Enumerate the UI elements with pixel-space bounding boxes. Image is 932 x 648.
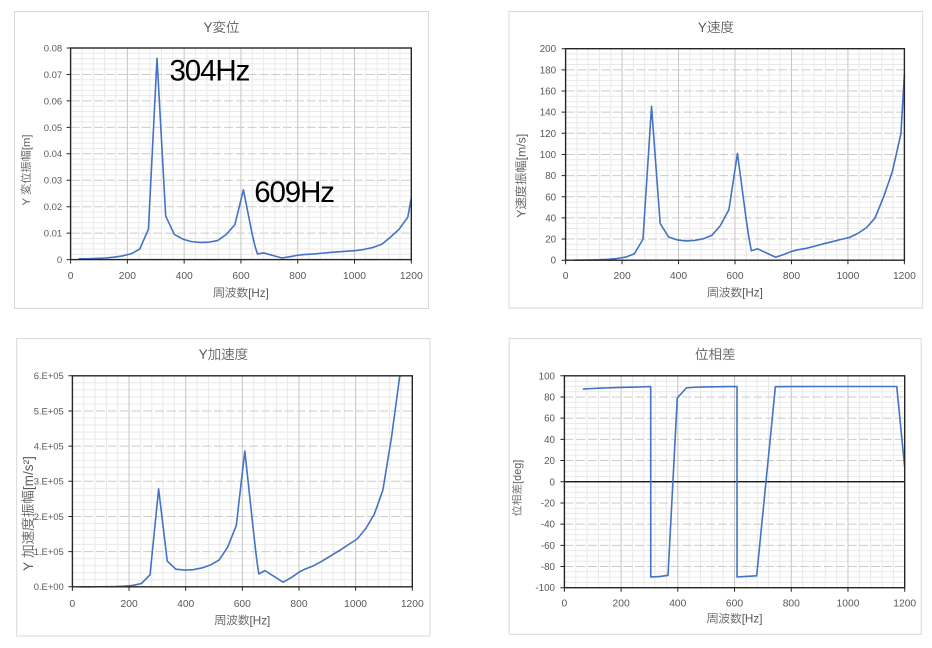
svg-text:200: 200 xyxy=(613,598,630,609)
svg-text:[Hz]: [Hz] xyxy=(250,614,271,627)
svg-text:Y: Y xyxy=(204,20,213,35)
svg-text:0: 0 xyxy=(57,255,62,266)
svg-text:3.E+05: 3.E+05 xyxy=(34,476,64,487)
svg-text:Y: Y xyxy=(514,210,528,218)
svg-text:400: 400 xyxy=(670,271,687,282)
svg-text:0.03: 0.03 xyxy=(44,176,63,187)
svg-text:[m]: [m] xyxy=(21,135,33,151)
svg-text:[Hz]: [Hz] xyxy=(248,287,269,300)
svg-text:0: 0 xyxy=(70,599,76,610)
svg-text:400: 400 xyxy=(669,598,686,609)
svg-text:2.E+05: 2.E+05 xyxy=(34,511,64,522)
svg-text:120: 120 xyxy=(540,129,557,140)
svg-text:400: 400 xyxy=(177,599,194,610)
svg-text:100: 100 xyxy=(539,371,556,382)
svg-text:200: 200 xyxy=(614,271,631,282)
svg-text:0.06: 0.06 xyxy=(44,96,63,107)
svg-text:[Hz]: [Hz] xyxy=(742,613,763,626)
svg-text:6.E+05: 6.E+05 xyxy=(34,370,64,381)
svg-text:Y: Y xyxy=(698,20,707,35)
svg-text:80: 80 xyxy=(545,171,556,182)
svg-text:40: 40 xyxy=(545,213,556,224)
svg-text:1000: 1000 xyxy=(344,599,367,610)
svg-text:160: 160 xyxy=(540,87,557,98)
svg-text:60: 60 xyxy=(545,192,556,203)
svg-text:140: 140 xyxy=(540,108,557,119)
svg-text:0.E+00: 0.E+00 xyxy=(34,581,64,592)
svg-text:0: 0 xyxy=(551,256,557,267)
svg-text:Y: Y xyxy=(199,347,208,362)
svg-text:800: 800 xyxy=(290,599,307,610)
svg-text:304Hz: 304Hz xyxy=(170,55,250,88)
svg-text:[m/s²]: [m/s²] xyxy=(21,456,36,490)
svg-text:40: 40 xyxy=(544,435,555,446)
svg-text:1.E+05: 1.E+05 xyxy=(34,546,64,557)
svg-text:20: 20 xyxy=(544,456,555,467)
svg-text:0.04: 0.04 xyxy=(44,149,63,160)
svg-text:609Hz: 609Hz xyxy=(254,176,334,209)
svg-text:600: 600 xyxy=(232,271,249,282)
svg-text:-60: -60 xyxy=(541,541,556,552)
svg-text:[deg]: [deg] xyxy=(512,460,524,484)
svg-text:[Hz]: [Hz] xyxy=(742,287,763,300)
svg-text:200: 200 xyxy=(119,271,136,282)
svg-text:Y: Y xyxy=(21,198,33,206)
svg-text:1200: 1200 xyxy=(400,271,423,282)
svg-text:60: 60 xyxy=(544,414,555,425)
svg-text:400: 400 xyxy=(176,271,193,282)
svg-text:800: 800 xyxy=(783,271,800,282)
svg-text:0.05: 0.05 xyxy=(44,123,63,134)
svg-text:600: 600 xyxy=(726,271,743,282)
svg-text:1000: 1000 xyxy=(343,271,366,282)
svg-text:5.E+05: 5.E+05 xyxy=(34,405,64,416)
svg-text:4.E+05: 4.E+05 xyxy=(34,441,64,452)
svg-text:Y: Y xyxy=(21,562,36,571)
svg-text:100: 100 xyxy=(540,150,557,161)
svg-text:1000: 1000 xyxy=(837,598,860,609)
svg-text:600: 600 xyxy=(234,599,251,610)
svg-text:800: 800 xyxy=(783,598,800,609)
svg-text:0: 0 xyxy=(68,271,74,282)
svg-text:-100: -100 xyxy=(535,583,555,594)
svg-text:-20: -20 xyxy=(541,499,556,510)
svg-text:800: 800 xyxy=(289,271,306,282)
svg-text:20: 20 xyxy=(545,235,556,246)
svg-text:[m/s]: [m/s] xyxy=(514,134,528,161)
svg-text:1000: 1000 xyxy=(836,271,859,282)
svg-text:0.07: 0.07 xyxy=(44,70,63,81)
svg-text:0: 0 xyxy=(550,477,556,488)
svg-text:0: 0 xyxy=(562,598,568,609)
svg-text:0: 0 xyxy=(563,271,569,282)
svg-text:180: 180 xyxy=(540,65,557,76)
svg-text:80: 80 xyxy=(544,393,555,404)
svg-text:600: 600 xyxy=(726,598,743,609)
svg-text:200: 200 xyxy=(121,599,138,610)
svg-text:1200: 1200 xyxy=(401,599,424,610)
svg-text:1200: 1200 xyxy=(893,598,916,609)
svg-text:0.08: 0.08 xyxy=(44,43,63,54)
svg-text:1200: 1200 xyxy=(893,271,916,282)
svg-text:0.02: 0.02 xyxy=(44,202,63,213)
svg-text:-80: -80 xyxy=(541,562,556,573)
svg-text:0.01: 0.01 xyxy=(44,229,63,240)
svg-text:-40: -40 xyxy=(541,520,556,531)
svg-text:200: 200 xyxy=(540,44,557,55)
